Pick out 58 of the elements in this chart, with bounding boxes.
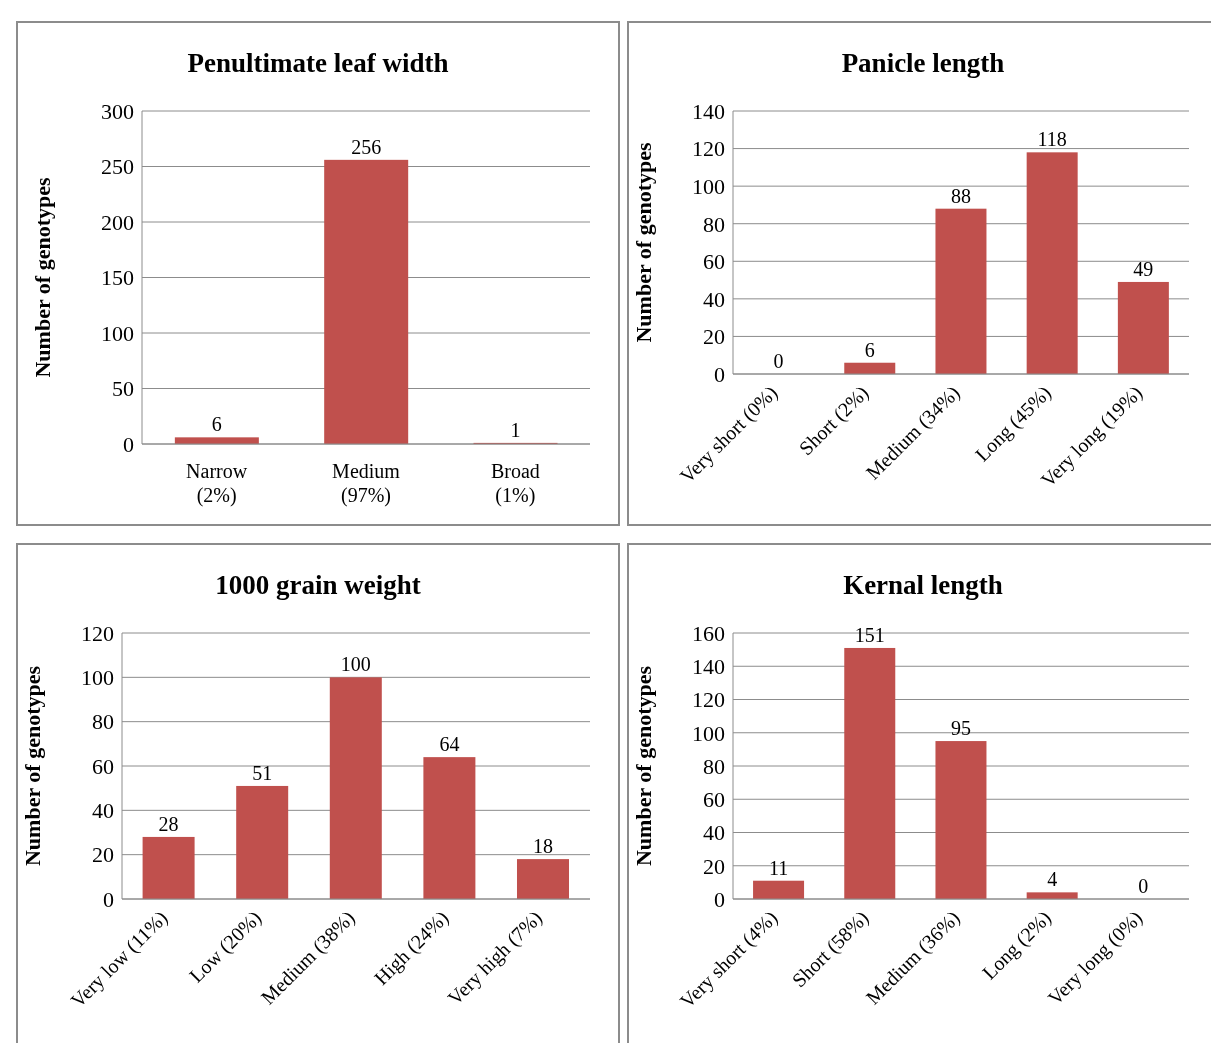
y-tick-label: 100 <box>81 665 114 691</box>
y-tick-label: 100 <box>692 173 725 199</box>
chart-title: Penultimate leaf width <box>186 47 450 80</box>
y-tick-label: 0 <box>123 431 134 457</box>
y-tick-label: 40 <box>703 286 725 312</box>
data-label: 0 <box>773 350 784 372</box>
y-tick-label: 20 <box>92 842 114 868</box>
data-label: 151 <box>854 623 885 646</box>
data-label: 1 <box>510 418 521 441</box>
y-tick-label: 60 <box>703 249 725 275</box>
data-label: 28 <box>158 812 179 835</box>
y-tick-label: 80 <box>703 211 725 237</box>
y-tick-label: 150 <box>101 265 134 291</box>
y-tick-label: 100 <box>101 320 134 346</box>
data-label: 256 <box>351 135 382 158</box>
chart-title: Panicle length <box>840 47 1006 80</box>
x-tick-label: Broad (1%) <box>490 460 540 507</box>
y-axis-title: Number of genotypes <box>630 665 656 867</box>
data-label: 4 <box>1047 868 1058 891</box>
y-tick-label: 40 <box>703 820 725 846</box>
data-label: 0 <box>1138 875 1149 897</box>
data-label: 51 <box>252 761 273 784</box>
y-tick-label: 50 <box>112 376 134 402</box>
y-tick-label: 120 <box>692 136 725 162</box>
y-tick-label: 80 <box>92 709 114 735</box>
y-axis-title: Number of genotypes <box>630 142 656 343</box>
data-label: 88 <box>950 184 971 207</box>
chart-title: Kernal length <box>842 569 1004 602</box>
data-label: 100 <box>340 653 371 676</box>
y-tick-label: 140 <box>692 654 725 680</box>
x-tick-label: Narrow (2%) <box>186 460 248 507</box>
y-tick-label: 300 <box>101 98 134 124</box>
y-tick-label: 140 <box>692 98 725 124</box>
data-label: 6 <box>864 338 875 361</box>
y-tick-label: 20 <box>703 324 725 350</box>
y-tick-label: 160 <box>692 620 725 646</box>
y-tick-label: 250 <box>101 154 134 180</box>
y-tick-label: 0 <box>103 886 114 912</box>
y-tick-label: 60 <box>703 787 725 813</box>
y-tick-label: 80 <box>703 753 725 779</box>
data-label: 49 <box>1133 257 1154 280</box>
y-tick-label: 120 <box>692 687 725 713</box>
y-tick-label: 200 <box>101 209 134 235</box>
x-tick-label: Medium (97%) <box>332 460 401 507</box>
y-tick-label: 40 <box>92 798 114 824</box>
data-label: 64 <box>439 733 460 756</box>
y-tick-label: 60 <box>92 753 114 779</box>
data-label: 118 <box>1037 128 1067 151</box>
data-label: 6 <box>211 413 222 436</box>
chart-title: 1000 grain weight <box>214 569 422 602</box>
y-axis-title: Number of genotypes <box>19 665 45 867</box>
y-axis-title: Number of genotypes <box>29 177 55 378</box>
data-label: 95 <box>950 717 971 740</box>
data-label: 11 <box>768 856 789 879</box>
data-label: 18 <box>532 835 553 858</box>
y-tick-label: 120 <box>81 620 114 646</box>
y-tick-label: 100 <box>692 720 725 746</box>
y-tick-label: 20 <box>703 853 725 879</box>
